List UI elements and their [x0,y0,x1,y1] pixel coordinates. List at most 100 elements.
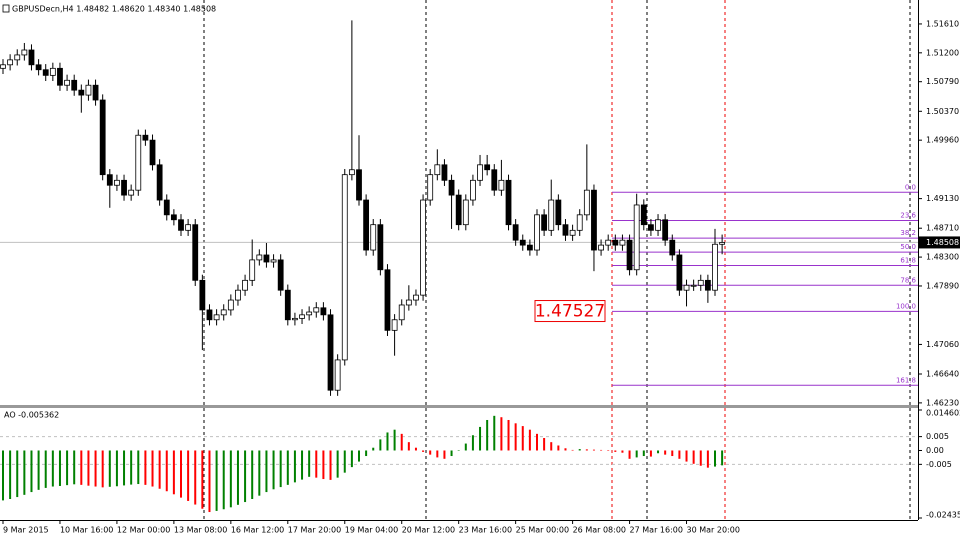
y-tick-label: 1.51610 [926,19,959,28]
ao-bar [137,450,140,485]
candle-body [526,244,533,251]
ao-bar [464,443,467,451]
candle-body [470,179,476,201]
candle-body [14,54,21,61]
ao-bar [94,450,97,487]
ao-panel: 0.014602 0.005 0.00 -0.005 -0.024352 [0,409,960,520]
y-tick-label: 1.47060 [926,340,959,349]
candle-body [306,311,313,316]
candle-body [662,219,669,241]
candle-body [341,174,348,361]
ao-bar [414,447,417,451]
ao-bar [635,450,638,458]
ao-bar [16,450,19,498]
x-tick-label: 30 Mar 20:00 [687,526,740,535]
y-tick-label: 1.48300 [926,253,959,262]
candle-body [583,189,590,216]
ao-bar [66,450,69,486]
ao-bar [236,450,239,505]
candle-body [71,79,78,91]
ao-bar [208,450,211,513]
ao-bar [358,450,360,462]
ao-bar [108,450,111,487]
ao-bar [58,450,61,486]
ao-bar [493,415,496,451]
price-marker-label: 1.47527 [535,302,605,322]
candle-body [57,67,63,86]
ao-bar [628,450,631,459]
ao-bar [229,450,232,508]
panel-divider [0,405,918,408]
candle-body [633,204,640,271]
ao-bar [151,450,154,487]
y-tick-label: 1.49960 [926,136,959,145]
separators [203,0,911,520]
ao-bar [657,450,660,454]
ao-bar [23,450,26,495]
candle-body [455,194,462,226]
ao-bar [692,450,695,464]
ao-bar [343,450,346,473]
candle-body [534,214,540,251]
candle-body [142,134,149,141]
ao-bar [115,450,118,487]
ao-bar [607,450,610,451]
ao-bar [180,450,182,498]
x-tick-label: 23 Mar 16:00 [459,526,512,535]
candle-body [484,164,491,171]
ao-bar [215,450,218,511]
candle-body [99,99,106,176]
ao-bar [251,450,254,500]
y-tick-label: 1.50370 [926,107,959,116]
y-tick-label: 1.51200 [926,48,959,57]
candle-body [640,204,647,226]
candle-body [348,169,355,176]
ao-bar [536,433,538,451]
candle-body [591,189,597,251]
x-tick-label: 26 Mar 08:00 [573,526,626,535]
indicator-title: AO -0.005362 [4,411,59,420]
candle-body [498,179,505,191]
ao-bar [443,450,446,459]
candle-body [49,67,56,76]
candle-body [605,239,612,246]
candle-body [106,174,113,186]
ao-bar [621,450,624,453]
ao-bar [393,429,396,451]
y-tick-label: 1.50790 [926,77,959,86]
candle-body [363,199,370,251]
ao-bar [30,450,33,493]
candle-body [199,279,206,311]
fib-label: 50.0 [900,243,916,251]
ao-bar [429,450,432,455]
candle-body [712,243,718,291]
candle-body [156,164,163,201]
x-tick-label: 25 Mar 00:00 [516,526,569,535]
ao-bar [706,450,709,468]
ao-bar [550,442,553,451]
candle-body [356,169,362,201]
candle-body [569,229,576,236]
candle-body [391,319,398,331]
candle-body [277,259,284,291]
ao-bar [315,450,318,478]
candle-body [334,359,341,391]
candle-body [626,239,633,271]
candle-body [263,254,270,263]
candle-body [719,242,726,245]
candle-body [555,199,562,226]
candle-body [292,317,298,321]
ao-bar [172,450,175,495]
y-tick-label: 1.47890 [926,281,959,290]
price-marker-box [534,300,606,323]
ao-bar [130,450,133,485]
candle-body [299,314,305,319]
ao-bar [721,450,724,466]
candle-body [683,284,690,291]
ao-bar [614,450,617,452]
ao-bar [322,450,325,480]
candle-body [704,279,711,291]
x-tick-label: 19 Mar 04:00 [345,526,398,535]
y-tick-label: 0.014602 [926,409,960,418]
